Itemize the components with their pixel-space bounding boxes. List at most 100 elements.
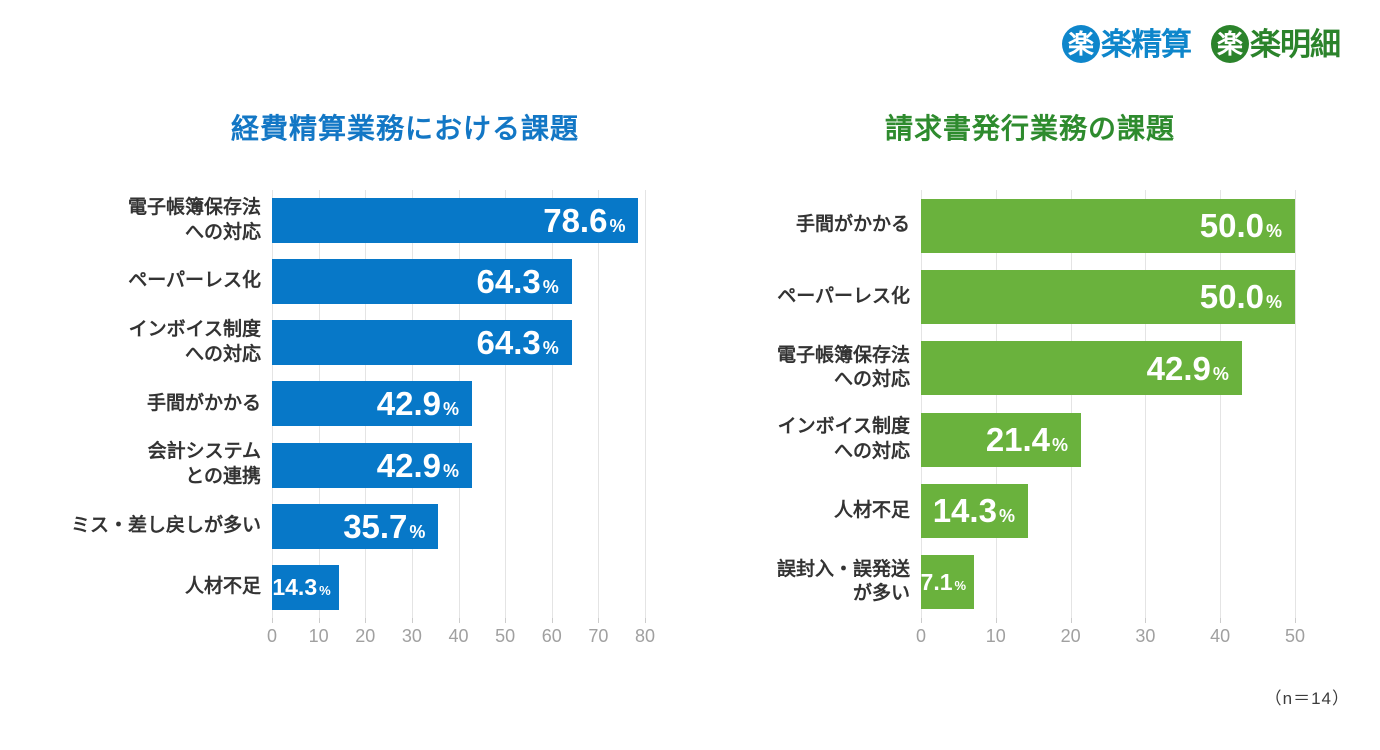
gridline — [645, 190, 646, 618]
gridline — [921, 190, 922, 618]
category-label-line: ミス・差し戻しが多い — [70, 514, 261, 536]
value-label: 50.0% — [1200, 280, 1282, 313]
axis-tick — [921, 618, 922, 623]
axis-tick — [551, 618, 553, 623]
axis-tick — [505, 618, 507, 623]
axis-tick — [1145, 618, 1147, 623]
axis-tick-label: 60 — [541, 626, 562, 646]
axis-tick-label: 50 — [1284, 626, 1306, 646]
gridline — [1295, 190, 1296, 618]
value-unit: % — [542, 338, 559, 359]
value-unit: % — [542, 277, 559, 298]
axis-tick — [272, 618, 273, 623]
value-unit: % — [409, 521, 426, 542]
value-label: 78.6% — [543, 204, 625, 237]
category-label-line: 誤封入・誤発送 — [776, 558, 910, 580]
bar: 42.9% — [921, 341, 1242, 396]
axis-tick — [1220, 618, 1222, 623]
value-label: 42.9% — [377, 387, 459, 420]
category-label-line: 人材不足 — [833, 499, 910, 521]
category-label-line: 電子帳簿保存法 — [127, 196, 261, 218]
category-label: 手間がかかる — [740, 190, 921, 261]
value-label: 42.9% — [377, 449, 459, 482]
gridline — [995, 190, 997, 618]
category-label-line: への対応 — [184, 221, 261, 243]
category-label: インボイス制度 への対応 — [95, 312, 272, 373]
value-unit: % — [998, 506, 1015, 527]
value-label: 64.3% — [477, 326, 559, 359]
value-number: 64.3 — [476, 324, 541, 362]
axis-tick-label: 70 — [588, 626, 609, 646]
category-label: 会計システム との連携 — [95, 435, 272, 496]
bar-row: 手間がかかる 42.9% — [95, 373, 655, 434]
right-chart-title: 請求書発行業務の課題 — [884, 113, 1175, 144]
gridline — [1145, 190, 1147, 618]
axis-tick-label: 40 — [448, 626, 469, 646]
axis-tick-label: 0 — [266, 626, 278, 646]
category-label: ミス・差し戻しが多い — [71, 496, 272, 557]
axis-tick-label: 0 — [915, 626, 927, 646]
right-bar-chart: 0 10 20 30 40 50 手間がかかる 50.0% ペーパーレス化 50.0% 電子帳簿保存… — [740, 190, 1305, 660]
value-number: 64.3 — [476, 263, 541, 301]
value-unit: % — [319, 582, 331, 598]
bar: 21.4% — [921, 412, 1082, 467]
bar-row: 電子帳簿保存法への対応 78.6% — [95, 190, 655, 251]
category-label-line: ペーパーレス化 — [128, 270, 261, 292]
gridline — [551, 190, 553, 618]
category-label-line: 人材不足 — [184, 576, 261, 598]
value-label: 50.0% — [1200, 209, 1282, 242]
bar: 50.0% — [921, 198, 1295, 253]
axis-tick — [1070, 618, 1072, 623]
value-unit: % — [1265, 221, 1282, 242]
category-label-line: への対応 — [833, 369, 910, 391]
logo-rakuraku-seisan: 楽 楽精算 — [1062, 25, 1192, 63]
value-label: 64.3% — [477, 265, 559, 298]
value-number: 50.0 — [1199, 278, 1264, 316]
left-bar-chart: 0 10 20 30 40 50 60 70 80 電子帳簿保存法 への対応 78.6% ペーパーレス化… — [71, 190, 655, 660]
value-unit: % — [954, 577, 967, 593]
axis-tick — [411, 618, 413, 623]
rakuraku-meisai-circle-icon: 楽 — [1211, 25, 1249, 63]
sample-size-note: （n＝14） — [1264, 689, 1350, 708]
bar-row: ミス・差し戻しが多い 35.7% — [71, 496, 655, 557]
value-number: 14.3 — [932, 492, 997, 530]
axis-tick-label: 50 — [495, 626, 516, 646]
value-number: 42.9 — [376, 446, 441, 484]
value-label: 42.9% — [1147, 352, 1229, 385]
axis-tick — [645, 618, 646, 623]
value-number: 42.9 — [376, 385, 441, 423]
category-label: 人材不足 — [740, 475, 921, 546]
axis-tick-label: 10 — [308, 626, 329, 646]
rakuraku-seisan-logo-text: 楽精算 — [1101, 26, 1192, 62]
value-label: 14.3% — [272, 575, 331, 599]
axis-tick — [365, 618, 367, 623]
value-number: 35.7 — [343, 507, 408, 545]
gridline — [598, 190, 600, 618]
axis-tick — [1295, 618, 1296, 623]
category-label: 電子帳簿保存法への対応 — [95, 190, 272, 251]
category-label-line: が多い — [852, 583, 910, 605]
axis-tick-label: 30 — [1135, 626, 1156, 646]
bar-row: 会計システム との連携 42.9% — [95, 435, 655, 496]
value-label: 35.7% — [343, 510, 425, 543]
category-label: 人材不足 — [95, 557, 272, 618]
axis-tick — [598, 618, 600, 623]
value-unit: % — [1052, 435, 1069, 456]
bar-row: ペーパーレス化 50.0% — [740, 261, 1305, 332]
category-label-line: 会計システム — [147, 441, 261, 463]
category-label: ペーパーレス化 — [95, 251, 272, 312]
value-unit: % — [1265, 292, 1282, 313]
value-number: 7.1 — [920, 568, 953, 595]
category-label-line: ペーパーレス化 — [777, 285, 910, 307]
value-unit: % — [443, 460, 460, 481]
category-label: インボイス制度 への対応 — [740, 404, 921, 475]
axis-tick-label: 40 — [1210, 626, 1231, 646]
axis-tick-label: 30 — [401, 626, 422, 646]
axis-tick-label: 20 — [355, 626, 376, 646]
value-unit: % — [443, 399, 460, 420]
axis-tick — [318, 618, 320, 623]
axis-tick-label: 10 — [985, 626, 1006, 646]
category-label: ペーパーレス化 — [740, 261, 921, 332]
category-label-line: 手間がかかる — [795, 214, 910, 236]
